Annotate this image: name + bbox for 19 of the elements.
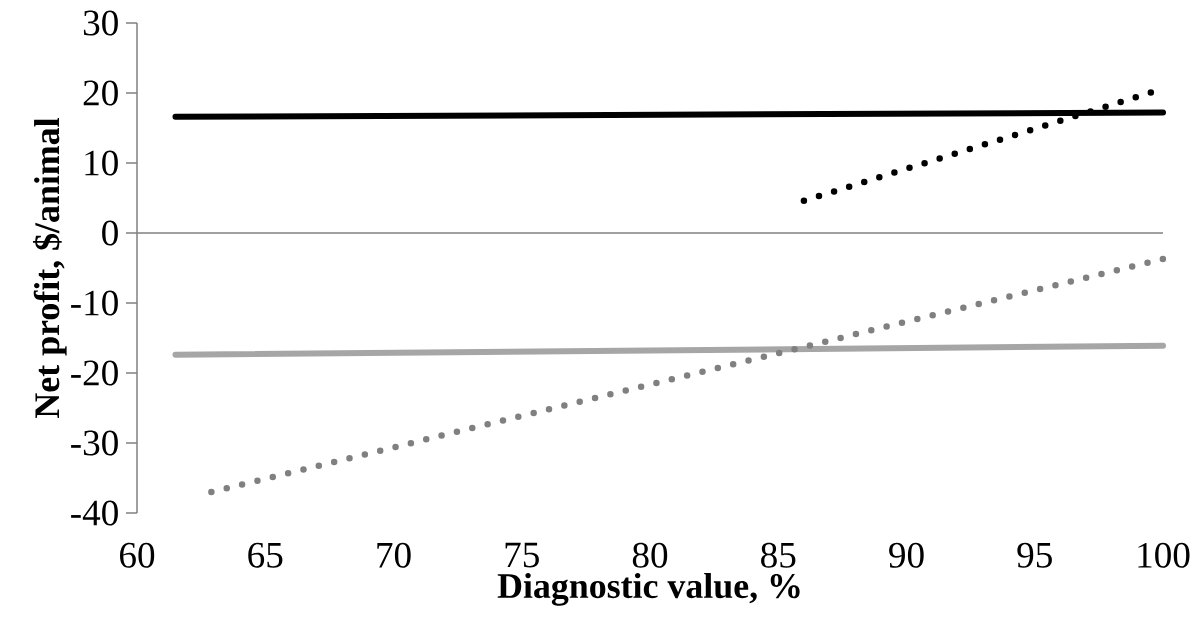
y-tick-label: 0 <box>102 220 118 246</box>
x-tick-label: 90 <box>889 542 924 568</box>
y-tick-label: -20 <box>71 360 118 386</box>
x-axis-title: Diagnostic value, % <box>497 572 800 606</box>
y-axis-title: Net profit, $/animal <box>32 118 67 418</box>
y-tick-label: -10 <box>71 290 118 316</box>
x-tick-label: 100 <box>1138 542 1190 568</box>
y-tick-label: -30 <box>71 430 118 456</box>
y-tick-label: 10 <box>85 150 118 176</box>
x-tick-label: 85 <box>761 542 796 568</box>
y-tick-label: 30 <box>83 10 118 36</box>
y-tick-label: -40 <box>71 500 118 526</box>
x-tick-label: 65 <box>248 542 283 568</box>
y-tick-label: 20 <box>83 80 118 106</box>
x-tick-label: 75 <box>505 542 539 568</box>
x-tick-label: 60 <box>120 542 155 568</box>
x-tick-label: 70 <box>377 542 411 568</box>
x-tick-label: 80 <box>632 542 668 568</box>
x-tick-label: 95 <box>1017 542 1052 568</box>
